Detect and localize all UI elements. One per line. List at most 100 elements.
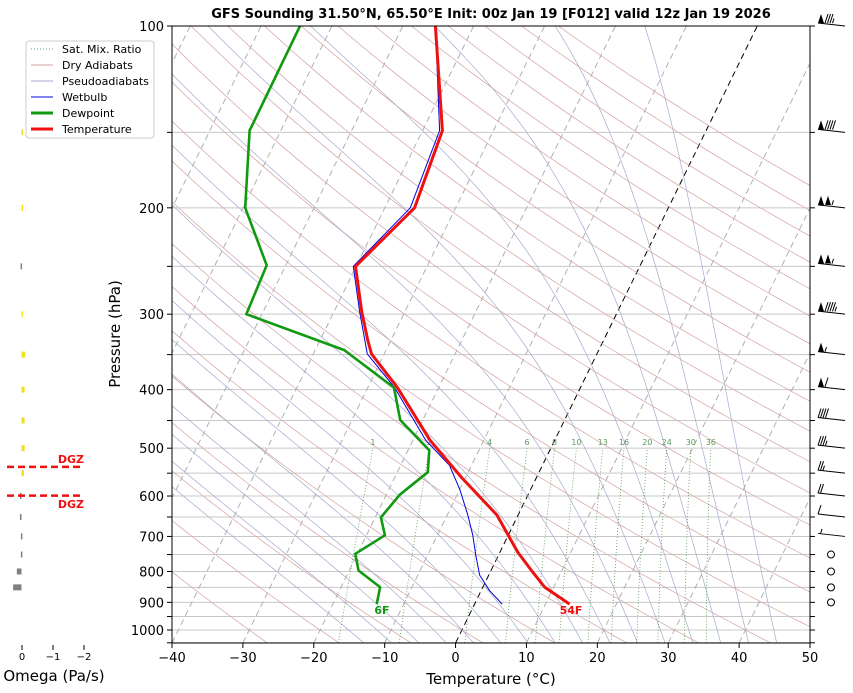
wind-barb (817, 120, 846, 133)
barb-half (831, 200, 834, 206)
mixing-ratio-line (338, 448, 374, 643)
barb-full (817, 504, 822, 515)
isotherm (172, 26, 475, 643)
barb-shaft (817, 492, 846, 497)
dry-adiabat (190, 26, 810, 463)
wind-barb (827, 550, 835, 559)
barb-shaft (817, 444, 846, 449)
barb-full (820, 436, 824, 446)
wind-barb (827, 598, 835, 607)
omega-bar (13, 584, 22, 591)
barb-full (820, 461, 824, 471)
omega-bar (21, 417, 25, 424)
mixing-ratio-line (705, 448, 712, 643)
plot-frame (171, 25, 811, 644)
barb-half (834, 306, 837, 312)
mixing-ratio-label: 30 (686, 438, 696, 447)
dry-adiabat (172, 43, 810, 494)
dgz-top-label: DGZ (58, 453, 84, 466)
barb-flag (825, 195, 831, 206)
omega-bar (21, 470, 24, 477)
barb-full (827, 120, 831, 130)
barb-shaft (817, 351, 846, 356)
omega-bar (20, 551, 23, 558)
x-tick-label: 20 (589, 651, 606, 666)
profiles (243, 26, 571, 606)
dry-adiabat (337, 26, 810, 345)
mixing-ratio-label: 13 (598, 438, 608, 447)
barb-flag (818, 195, 824, 206)
omega-bar (21, 204, 23, 211)
barb-shaft (817, 128, 846, 133)
wind-barb (817, 408, 846, 422)
mixing-ratio-label: 2 (427, 438, 432, 447)
barb-shaft (817, 262, 846, 267)
barb-full (817, 436, 822, 446)
moist-adiabat (172, 144, 611, 643)
y-tick-label: 1000 (131, 624, 164, 639)
mixing-ratio-label: 24 (662, 438, 672, 447)
dry-adiabat (484, 26, 810, 237)
mixing-ratio-line (464, 448, 491, 643)
dry-adiabat (374, 26, 810, 317)
y-tick-label: 300 (139, 308, 164, 323)
wind-barb (817, 436, 846, 449)
legend-box (25, 40, 155, 139)
wind-barb (817, 342, 846, 356)
barb-shaft (817, 513, 846, 518)
isotherm (313, 26, 616, 643)
moist-adiabat (172, 460, 392, 643)
moist-adiabat (172, 300, 529, 643)
omega-axis-label: Omega (Pa/s) (3, 667, 104, 685)
omega-bar (21, 386, 25, 393)
barb-full (829, 120, 834, 130)
barb-full (817, 461, 822, 471)
barb-full (824, 120, 829, 130)
dry-adiabat (172, 120, 810, 559)
y-tick-label: 800 (139, 565, 164, 580)
moist-adiabat (310, 26, 694, 643)
dry-adiabat (227, 26, 810, 432)
moist-adiabat (172, 405, 447, 643)
y-tick-label: 100 (139, 20, 164, 35)
axes: −40 −30 −20 −10 0 10 20 30 40 50 100 200 300 400 500 60… (131, 20, 818, 666)
dry-adiabat (300, 26, 810, 373)
moist-adiabat (172, 433, 420, 643)
omega-bar (21, 129, 23, 136)
legend-label: Pseudoadiabats (62, 75, 149, 88)
wind-barb (827, 583, 835, 592)
wind-barbs (817, 13, 846, 607)
moist-adiabat (172, 73, 638, 643)
calm-circle (827, 583, 835, 592)
isotherm (738, 496, 810, 643)
omega-x-tick-label: −2 (77, 652, 92, 663)
barb-half (832, 18, 835, 24)
y-tick-label: 700 (139, 530, 164, 545)
barb-full (827, 13, 831, 24)
moist-adiabat (644, 26, 778, 643)
dry-adiabat (557, 26, 810, 186)
dry-adiabat (264, 26, 810, 402)
x-tick-label: −10 (371, 651, 398, 666)
background-lines (172, 26, 810, 643)
x-tick-label: −30 (229, 651, 256, 666)
isotherm (172, 26, 262, 210)
mixing-ratio-line (558, 448, 577, 643)
legend-label: Dewpoint (62, 107, 115, 120)
barb-flag (818, 254, 824, 264)
barb-full (820, 483, 824, 494)
barb-full (822, 436, 827, 446)
y-tick-label: 600 (139, 490, 164, 505)
barb-half (824, 346, 827, 352)
dry-adiabat (521, 26, 810, 211)
chart-title: GFS Sounding 31.50°N, 65.50°E Init: 00z … (211, 7, 771, 22)
mixing-ratio-line (398, 448, 430, 643)
dry-adiabat (172, 470, 412, 643)
isotherm (667, 351, 810, 643)
barb-shaft (817, 532, 846, 537)
surface-temperature-label: 54F (560, 604, 583, 617)
omega-x-tick-label: 0 (19, 652, 25, 663)
wind-barb (827, 567, 835, 576)
moist-adiabat (172, 339, 501, 643)
barb-shaft (817, 386, 846, 391)
